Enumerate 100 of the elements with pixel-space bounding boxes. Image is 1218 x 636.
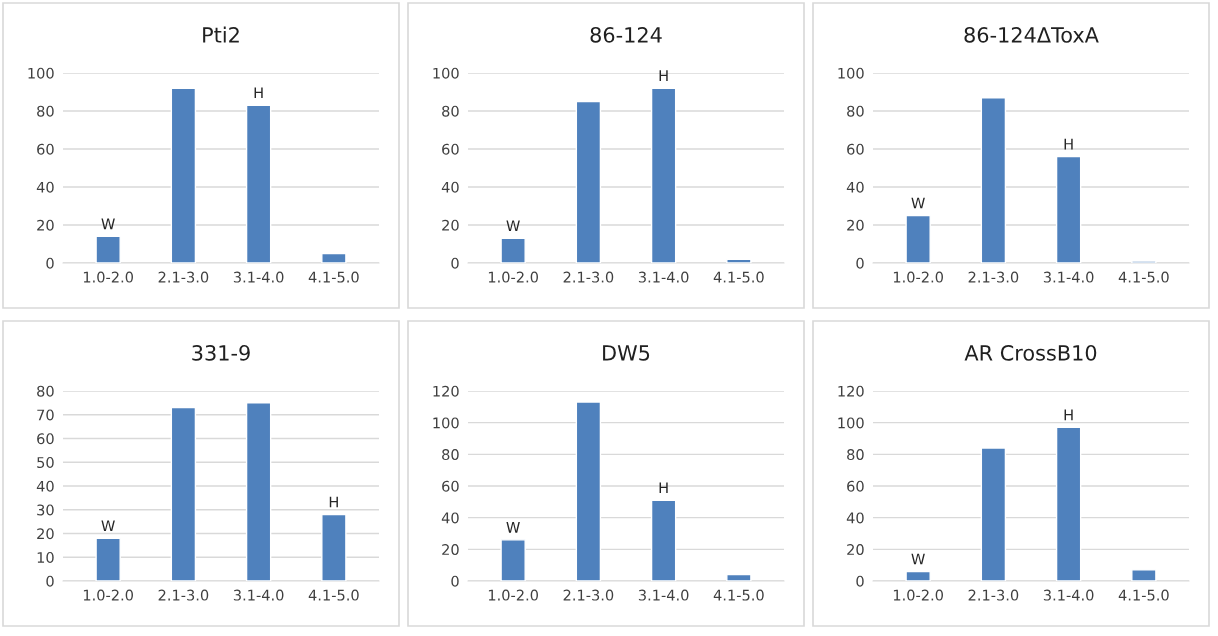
y-tick-label: 80: [847, 105, 864, 117]
x-tick-label: 4.1-5.0: [713, 589, 764, 601]
bar: [95, 537, 121, 581]
x-tick-label: 1.0-2.0: [893, 589, 943, 601]
x-tick-label: 1.0-2.0: [893, 271, 943, 283]
chart-title: Pti2: [203, 26, 239, 43]
y-tick-label: 100: [28, 67, 54, 79]
y-tick-label: 60: [442, 143, 459, 155]
annotation: H: [1064, 409, 1073, 421]
x-tick-label: 2.1-3.0: [968, 271, 1019, 283]
y-tick-label: 70: [37, 409, 54, 421]
x-tick-label: 4.1-5.0: [1118, 271, 1169, 283]
x-tick-label: 1.0-2.0: [83, 589, 133, 601]
bar: [321, 513, 347, 581]
x-tick-label: 2.1-3.0: [158, 589, 209, 601]
y-tick-label: 0: [46, 257, 54, 269]
bar: [726, 258, 752, 263]
y-tick-label: 60: [442, 480, 459, 492]
x-tick-label: 1.0-2.0: [83, 271, 133, 283]
y-tick-label: 0: [856, 575, 864, 587]
bar: [1055, 426, 1082, 581]
y-tick-label: 40: [846, 512, 864, 524]
y-tick-label: 20: [37, 528, 54, 540]
y-tick-label: 100: [838, 417, 864, 429]
chart-title: DW5: [603, 345, 650, 361]
annotation: W: [911, 553, 925, 565]
y-tick-label: 40: [441, 181, 459, 193]
y-tick-label: 120: [433, 385, 459, 397]
bar: [980, 97, 1007, 263]
y-tick-label: 0: [46, 575, 54, 587]
bar: [650, 499, 677, 581]
x-tick-label: 1.0-2.0: [488, 271, 538, 283]
annotation: W: [506, 220, 520, 232]
annotation: H: [254, 87, 263, 99]
y-tick-label: 10: [37, 551, 54, 563]
bar: [726, 573, 752, 581]
x-tick-label: 3.1-4.0: [638, 589, 689, 601]
annotation: W: [101, 218, 115, 230]
x-tick-label: 2.1-3.0: [563, 589, 614, 601]
y-tick-label: 80: [847, 449, 864, 461]
x-tick-label: 1.0-2.0: [488, 589, 538, 601]
y-tick-label: 80: [442, 449, 459, 461]
bar: [245, 402, 272, 581]
y-tick-label: 20: [847, 219, 864, 231]
x-tick-label: 2.1-3.0: [158, 271, 209, 283]
x-tick-label: 4.1-5.0: [713, 271, 764, 283]
chart-title: 86-124: [590, 26, 662, 43]
y-tick-label: 40: [846, 181, 864, 193]
chart-title: 86-124ΔToxA: [964, 26, 1099, 43]
y-tick-label: 40: [441, 512, 459, 524]
bar: [170, 87, 197, 263]
bar: [245, 104, 272, 263]
x-tick-label: 4.1-5.0: [308, 271, 359, 283]
bar: [650, 87, 677, 263]
y-tick-label: 60: [37, 143, 54, 155]
y-tick-label: 60: [37, 433, 54, 445]
x-tick-label: 2.1-3.0: [968, 589, 1019, 601]
annotation: H: [659, 70, 668, 81]
y-tick-label: 100: [838, 67, 864, 79]
bar: [170, 406, 197, 581]
y-tick-label: 20: [442, 544, 459, 556]
y-tick-label: 80: [37, 105, 54, 117]
y-tick-label: 20: [847, 544, 864, 556]
y-tick-label: 40: [36, 181, 54, 193]
bar: [500, 237, 526, 263]
bar: [321, 252, 347, 263]
x-tick-label: 3.1-4.0: [638, 271, 689, 283]
x-tick-label: 3.1-4.0: [233, 271, 284, 283]
y-tick-label: 120: [838, 385, 864, 397]
x-tick-label: 3.1-4.0: [233, 589, 284, 601]
annotation: W: [101, 520, 115, 532]
x-tick-label: 3.1-4.0: [1043, 589, 1094, 601]
bar: [905, 570, 931, 581]
y-tick-label: 0: [451, 575, 459, 587]
y-tick-label: 100: [433, 67, 459, 79]
bar: [1131, 569, 1157, 581]
x-tick-label: 4.1-5.0: [308, 589, 359, 601]
y-tick-label: 20: [37, 219, 54, 231]
chart-title: AR CrossB10: [964, 344, 1097, 361]
x-tick-label: 4.1-5.0: [1118, 589, 1169, 601]
annotation: H: [659, 482, 668, 494]
x-tick-label: 2.1-3.0: [563, 271, 614, 283]
y-tick-label: 40: [36, 480, 54, 492]
bar: [575, 401, 602, 581]
y-tick-label: 20: [442, 219, 459, 231]
bar: [905, 214, 931, 263]
annotation: W: [911, 197, 925, 209]
chart-title: 331-9: [192, 344, 250, 361]
y-tick-label: 0: [856, 257, 864, 269]
y-tick-label: 0: [451, 257, 459, 269]
y-tick-label: 50: [37, 456, 54, 468]
annotation: H: [1064, 138, 1073, 150]
bar: [980, 447, 1007, 581]
y-tick-label: 60: [847, 480, 864, 492]
y-tick-label: 100: [433, 417, 459, 429]
y-tick-label: 80: [442, 105, 459, 117]
y-tick-label: 80: [37, 385, 54, 397]
bar: [1055, 155, 1082, 263]
annotation: W: [506, 522, 520, 533]
bar: [500, 539, 526, 581]
